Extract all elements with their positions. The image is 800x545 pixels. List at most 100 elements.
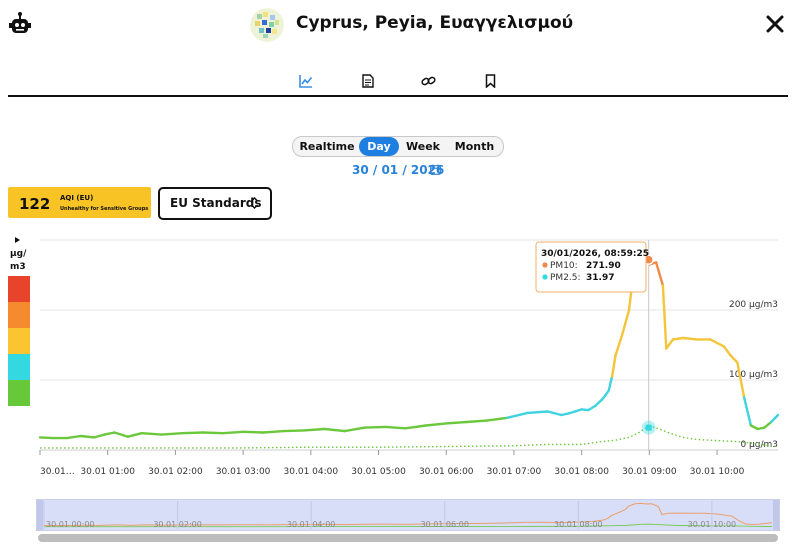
pm10-line-segment	[323, 427, 346, 433]
navigator-tick-label: 30.01 00:00	[46, 520, 95, 529]
pm10-line-segment	[282, 429, 306, 433]
pm10-line-segment	[363, 425, 387, 429]
pm10-line-segment	[65, 434, 82, 440]
pm10-line-segment	[621, 308, 631, 336]
pm10-line-segment	[384, 425, 407, 430]
scale-swatch-sensitive	[8, 328, 30, 354]
header-divider	[8, 95, 788, 97]
pm10-line-segment	[241, 430, 265, 434]
pm10-line-segment	[736, 361, 746, 399]
pm10-line-segment	[140, 431, 164, 436]
expand-arrow-icon[interactable]	[15, 237, 20, 243]
x-tick-label: 30.01 04:00	[284, 467, 339, 477]
x-tick-label: 30.01 10:00	[690, 467, 745, 477]
link-icon	[420, 76, 436, 86]
tooltip-pm25-label: PM2.5:	[550, 273, 581, 283]
pm10-line-segment	[485, 416, 509, 422]
pm10-line-segment	[103, 431, 116, 436]
pm10-line-segment	[607, 375, 614, 392]
pm10-line-segment	[610, 354, 617, 378]
pm10-line-segment	[113, 431, 130, 438]
pm10-line-segment	[661, 284, 668, 350]
x-tick-label: 30.01 05:00	[351, 467, 406, 477]
tooltip-pm10-dot	[542, 262, 548, 268]
tab-links[interactable]	[410, 70, 446, 96]
pm10-line-segment	[465, 419, 489, 424]
pm10-line-segment	[38, 436, 55, 440]
range-day[interactable]: Day	[359, 137, 399, 156]
aqi-badge: 122 AQI (EU) Unhealthy for Sensitive Gro…	[8, 187, 151, 218]
pm10-line-segment	[770, 413, 780, 424]
pm10-line-segment	[742, 396, 753, 427]
navigator-tick-label: 30.01 06:00	[420, 520, 469, 529]
x-tick-label: 30.01 09:00	[622, 467, 677, 477]
calendar-icon[interactable]	[430, 164, 441, 175]
aqi-value: 122	[19, 195, 51, 213]
standards-dropdown[interactable]: EU Standards	[158, 187, 272, 220]
navigator-pm25-line	[44, 523, 773, 528]
tab-details[interactable]	[350, 70, 386, 96]
x-tick-label: 30.01…	[40, 467, 75, 477]
pm10-line-segment	[749, 424, 759, 431]
pm10-line-segment	[343, 426, 367, 433]
pm10-line-segment	[682, 336, 698, 341]
scale-swatch-good	[8, 380, 30, 406]
navigator-right-handle	[773, 500, 779, 530]
navigator-background	[36, 499, 780, 531]
pm10-line-segment	[92, 433, 106, 439]
close-icon[interactable]	[765, 14, 785, 34]
scale-swatch-very-unhealthy	[8, 276, 30, 302]
pm10-line-segment	[665, 338, 675, 350]
pm10-line-segment	[587, 404, 597, 412]
aqi-category: Unhealthy for Sensitive Groups	[60, 206, 149, 212]
x-tick-label: 30.01 01:00	[80, 467, 135, 477]
bookmark-icon	[485, 74, 495, 88]
chevron-updown-icon	[250, 196, 259, 210]
navigator-tick-label: 30.01 04:00	[287, 520, 336, 529]
navigator-tick-label: 30.01 08:00	[554, 520, 603, 529]
pm10-line-segment	[546, 410, 563, 417]
navigator-scrollbar[interactable]	[38, 534, 778, 542]
tooltip-pm25-dot	[542, 274, 548, 280]
tab-chart[interactable]	[288, 70, 324, 97]
date-display[interactable]: 30 / 01 / 2026	[352, 163, 445, 177]
pm10-line-segment	[79, 434, 96, 439]
x-tick-label: 30.01 02:00	[148, 467, 203, 477]
pm10-line-segment	[262, 429, 285, 434]
pm10-line-segment	[505, 411, 529, 420]
y-tick-label: 0 μg/m3	[740, 440, 778, 450]
scale-unit: μg/ m3	[10, 249, 27, 272]
station-logo	[250, 8, 284, 42]
navigator-tick-label: 30.01 02:00	[153, 520, 202, 529]
pm10-line-segment	[201, 431, 225, 435]
station-title: Cyprus, Peyia, Ευαγγελισμού	[296, 13, 574, 33]
standards-label: EU Standards	[170, 196, 262, 210]
pm10-line-segment	[302, 427, 326, 432]
x-tick-label: 30.01 08:00	[554, 467, 609, 477]
aqi-label: AQI (EU)	[60, 194, 94, 202]
pm25-line	[40, 426, 779, 449]
pm10-line-segment	[671, 336, 685, 341]
pm10-line-segment	[424, 422, 448, 427]
tab-bookmark[interactable]	[472, 70, 508, 96]
pm10-line-segment	[654, 261, 665, 287]
tooltip-pm25-value: 31.97	[586, 273, 614, 283]
tooltip-pm10-label: PM10:	[550, 261, 578, 271]
range-week[interactable]: Week	[406, 140, 440, 153]
pm10-line-segment	[221, 430, 245, 435]
range-month[interactable]: Month	[454, 140, 495, 153]
robot-icon[interactable]	[9, 12, 31, 36]
pm25-marker	[645, 424, 652, 431]
pm-line-chart[interactable]: 0 μg/m3 100 μg/m3 200 μg/m3 30.01… 30.01 01…	[0, 225, 800, 495]
range-navigator[interactable]: 30.01 00:00 30.01 02:00 30.01 04:00 30.01 0…	[36, 499, 780, 531]
chart-tooltip: 30/01/2026, 08:59:25 PM10: 271.90 PM2.5:…	[535, 241, 649, 293]
pm10-line-segment	[180, 431, 204, 435]
range-realtime[interactable]: Realtime	[299, 140, 355, 153]
pm10-line-segment	[729, 354, 739, 364]
x-tick-label: 30.01 07:00	[487, 467, 542, 477]
tooltip-pm10-value: 271.90	[586, 261, 621, 271]
pm10-line-segment	[160, 431, 184, 436]
pm10-line-segment	[593, 398, 604, 408]
pm10-line-segment	[722, 345, 732, 357]
navigator-tick-label: 30.01 10:00	[688, 520, 737, 529]
